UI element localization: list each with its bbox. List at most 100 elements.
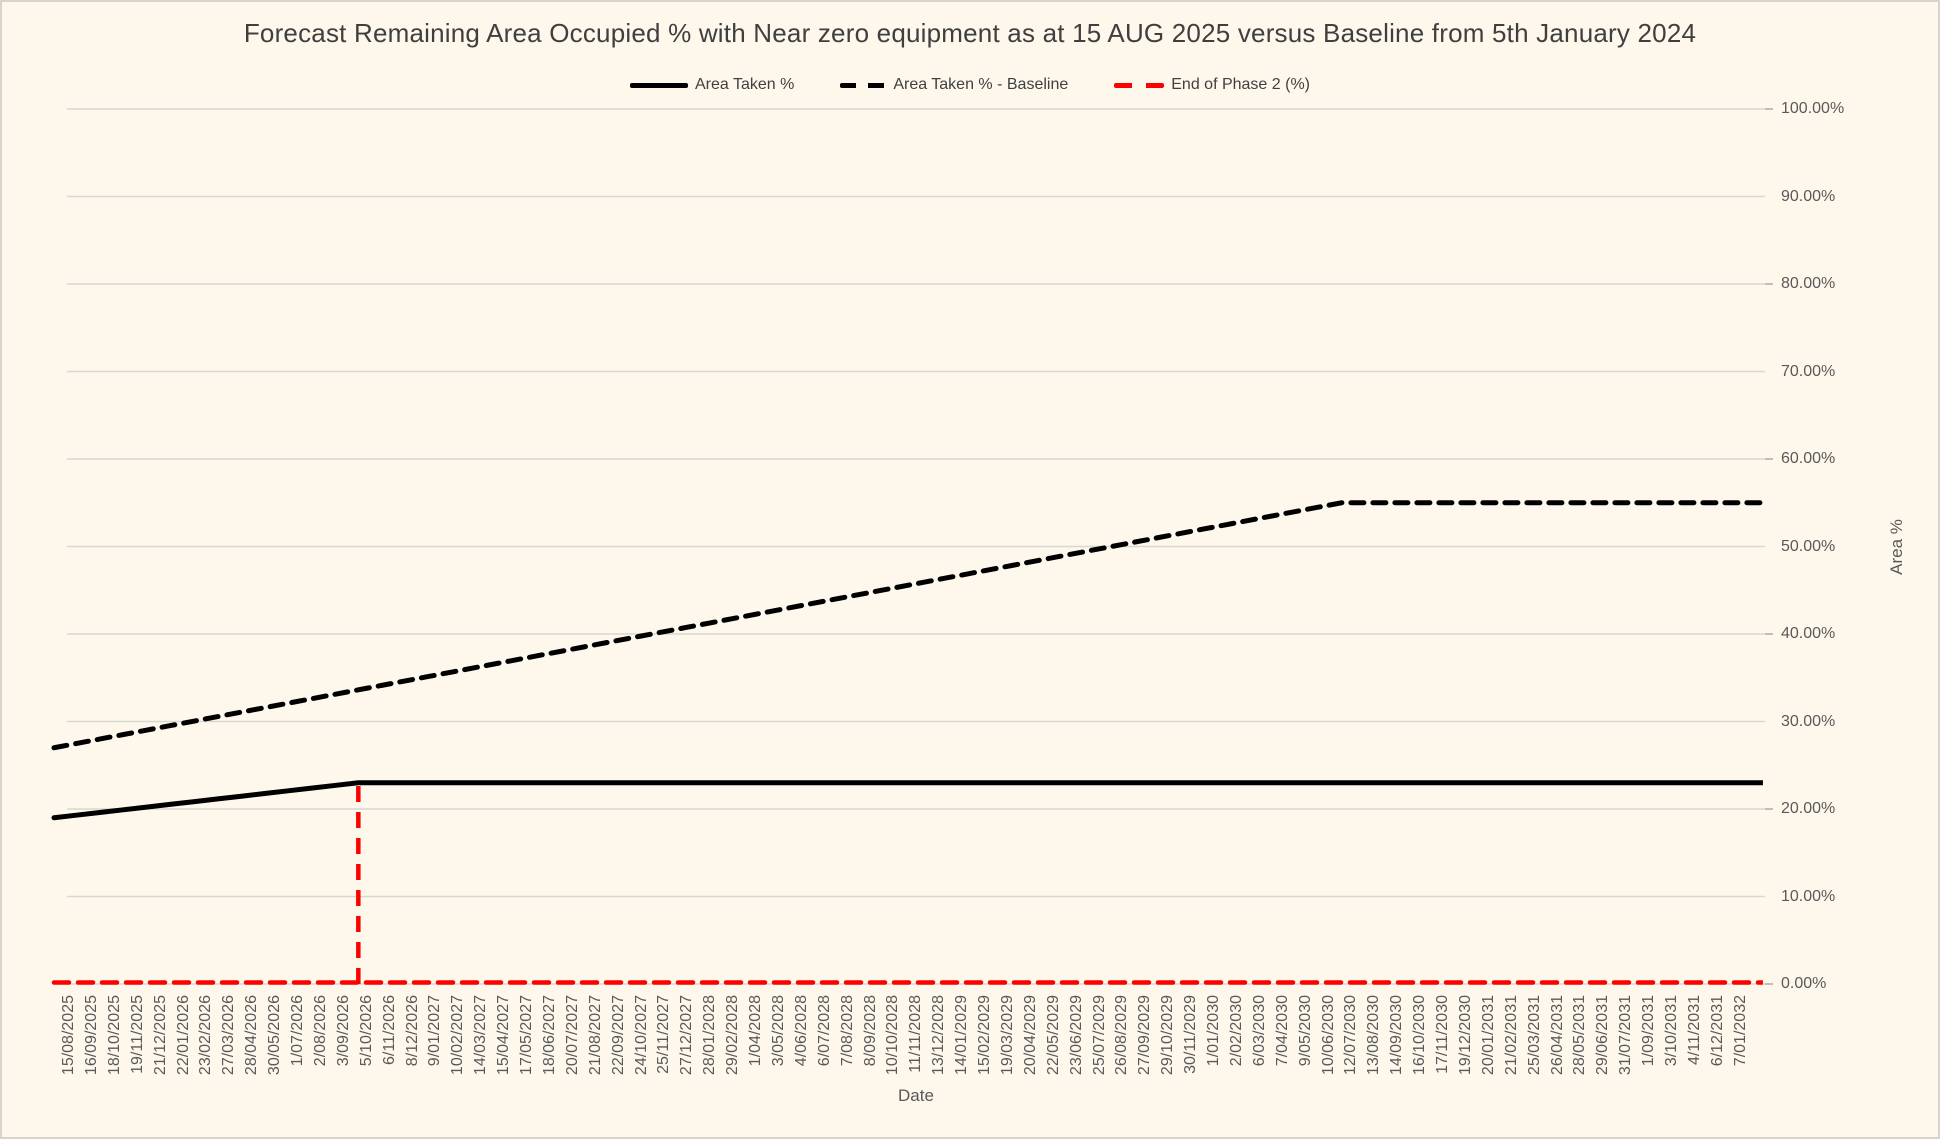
legend-item-2: End of Phase 2 (%) [1114,76,1310,94]
x-tick-label: 18/06/2027 [540,995,558,1076]
x-tick-label: 11/11/2028 [907,995,925,1073]
x-tick-label: 2/02/2030 [1227,995,1245,1067]
y-tick-label: 50.00% [1781,537,1836,555]
x-tick-label: 26/04/2031 [1548,995,1566,1076]
x-tick-label: 6/11/2026 [380,995,398,1065]
y-tick-label: 0.00% [1781,975,1827,992]
x-axis-title: Date [898,1086,934,1105]
x-tick-label: 9/05/2030 [1296,995,1314,1067]
x-tick-label: 15/02/2029 [976,995,993,1076]
chart-title: Forecast Remaining Area Occupied % with … [243,18,1697,48]
x-tick-label: 12/07/2030 [1342,995,1360,1076]
x-tick-label: 1/09/2031 [1640,995,1658,1067]
x-tick-label: 3/09/2026 [334,995,352,1067]
x-tick-label: 27/12/2027 [678,995,696,1076]
x-tick-label: 3/05/2028 [769,995,787,1067]
x-tick-label: 14/03/2027 [472,995,490,1076]
x-tick-label: 13/12/2028 [930,995,948,1076]
x-tick-label: 1/01/2030 [1205,995,1222,1067]
x-tick-label: 16/10/2030 [1411,995,1429,1076]
x-tick-label: 2/08/2026 [311,995,329,1067]
x-tick-label: 7/04/2030 [1273,995,1291,1067]
x-tick-label: 25/07/2029 [1090,995,1108,1076]
x-tick-label: 24/10/2027 [632,995,650,1076]
legend-swatch-solid-line [630,82,688,88]
x-tick-label: 10/06/2030 [1319,995,1337,1076]
x-tick-label: 23/06/2029 [1067,995,1085,1076]
x-tick-label: 29/02/2028 [724,995,742,1076]
plot-area [51,108,1773,985]
legend-item-0: Area Taken % [630,76,794,94]
y-tick-label: 100.00% [1781,100,1845,117]
x-tick-label: 22/09/2027 [609,995,627,1076]
x-tick-label: 14/09/2030 [1388,995,1406,1076]
y-tick-label: 80.00% [1781,275,1836,292]
legend-swatch-dashed-line-2 [1114,82,1165,88]
legend-label: Area Taken % - Baseline [893,76,1069,93]
x-tick-label: 4/06/2028 [792,995,810,1067]
x-tick-label: 6/12/2031 [1708,995,1726,1067]
x-tick-label: 26/08/2029 [1113,995,1131,1076]
x-tick-label: 30/05/2026 [266,995,284,1076]
x-tick-label: 4/11/2031 [1685,995,1703,1065]
legend-item-1: Area Taken % - Baseline [840,76,1068,94]
x-tick-label: 29/10/2029 [1159,995,1177,1076]
x-tick-label: 7/01/2032 [1731,995,1749,1067]
x-tick-label: 27/03/2026 [220,995,238,1076]
x-tick-label: 9/01/2027 [426,995,444,1067]
x-tick-label: 31/07/2031 [1617,995,1635,1076]
y-tick-label: 20.00% [1781,800,1836,817]
x-tick-label: 20/07/2027 [563,995,581,1076]
x-tick-label: 10/10/2028 [884,995,902,1076]
x-tick-label: 17/11/2030 [1434,995,1451,1074]
x-tick-label: 17/05/2027 [518,995,535,1076]
x-tick-label: 19/11/2025 [128,995,146,1074]
x-tick-label: 15/08/2025 [60,995,77,1076]
x-tick-label: 20/01/2031 [1479,995,1497,1076]
x-tick-label: 22/05/2029 [1044,995,1062,1076]
x-tick-label: 1/07/2026 [289,995,306,1067]
x-tick-label: 28/05/2031 [1571,995,1589,1076]
x-tick-label: 18/10/2025 [105,995,123,1076]
x-tick-label: 30/11/2029 [1182,995,1200,1074]
y-tick-label: 40.00% [1781,625,1836,642]
x-tick-label: 1/04/2028 [747,995,764,1067]
series-line-0 [51,780,1764,821]
legend: Area Taken % Area Taken % - Baseline End o… [2,76,1938,94]
x-tick-label: 10/02/2027 [449,995,467,1076]
x-tick-label: 21/02/2031 [1502,995,1520,1076]
y-tick-label: 30.00% [1781,712,1836,730]
x-tick-label: 22/01/2026 [174,995,192,1076]
x-tick-label: 27/09/2029 [1136,995,1154,1076]
y-axis-title: Area % [1887,519,1906,575]
x-tick-label: 8/12/2026 [403,995,421,1067]
x-tick-label: 23/02/2026 [197,995,215,1076]
x-tick-label: 28/01/2028 [701,995,719,1076]
legend-label: Area Taken % [695,76,795,93]
x-tick-label: 8/09/2028 [861,995,879,1067]
legend-label: End of Phase 2 (%) [1171,76,1310,93]
x-tick-label: 19/12/2030 [1456,995,1474,1076]
x-tick-label: 6/07/2028 [815,995,833,1067]
x-tick-label: 21/08/2027 [586,995,604,1076]
y-tick-label: 10.00% [1781,887,1836,905]
x-tick-label: 16/09/2025 [82,995,100,1076]
x-tick-label: 6/03/2030 [1250,995,1268,1067]
y-tick-label: 70.00% [1781,362,1836,380]
y-tick-label: 90.00% [1781,187,1836,205]
x-tick-label: 7/08/2028 [838,995,856,1067]
x-tick-label: 13/08/2030 [1365,995,1383,1076]
x-tick-label: 19/03/2029 [998,995,1016,1076]
x-tick-label: 14/01/2029 [953,995,971,1076]
x-tick-label: 25/11/2027 [655,995,673,1074]
x-tick-label: 29/06/2031 [1594,995,1612,1076]
series-line-1 [51,500,1764,751]
x-tick-label: 21/12/2025 [151,995,169,1076]
x-tick-label: 5/10/2026 [357,995,375,1067]
x-tick-label: 20/04/2029 [1021,995,1039,1076]
x-tick-label: 28/04/2026 [243,995,261,1076]
x-tick-label: 15/04/2027 [495,995,513,1076]
x-tick-label: 25/03/2031 [1525,995,1543,1076]
y-tick-label: 60.00% [1781,450,1836,467]
